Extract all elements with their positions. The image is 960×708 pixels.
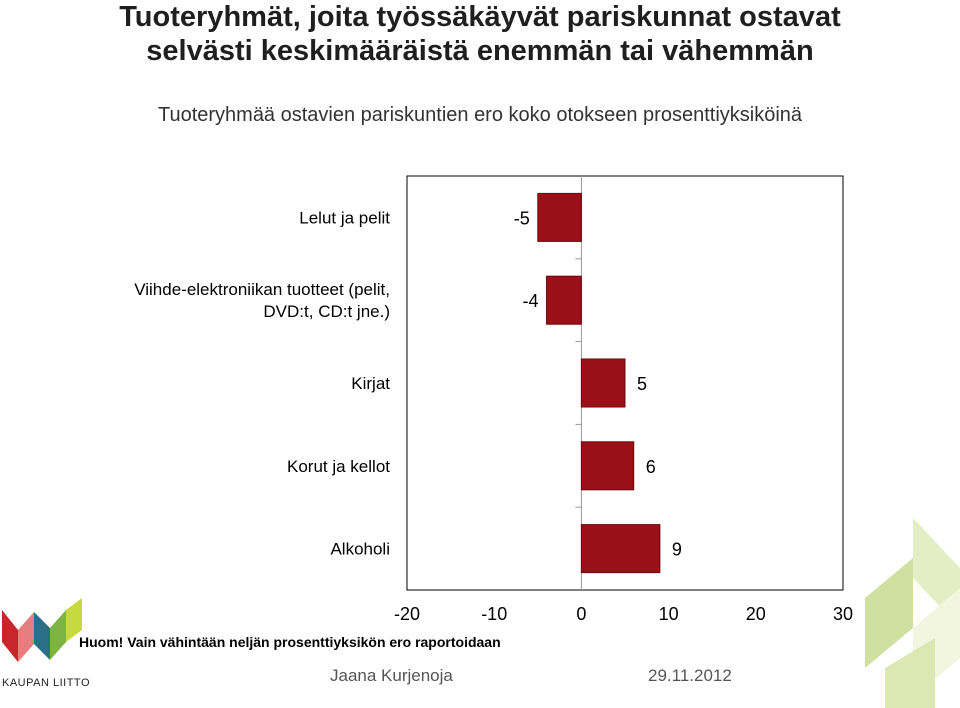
- chart-title: Tuoteryhmät, joita työssäkäyvät pariskun…: [119, 1, 841, 67]
- logo-text: KAUPAN LIITTO: [2, 677, 91, 689]
- x-tick-label: 20: [746, 604, 766, 624]
- footnote: Huom! Vain vähintään neljän prosenttiyks…: [79, 634, 501, 650]
- data-label: 5: [637, 374, 647, 394]
- kaupan-liitto-logo-icon: [2, 598, 82, 662]
- chart-subtitle: Tuoteryhmää ostavien pariskuntien ero ko…: [157, 104, 803, 126]
- bar: [580, 358, 626, 408]
- category-label: DVD:t, CD:t jne.): [263, 302, 390, 321]
- x-tick-label: 10: [659, 604, 679, 624]
- footer-author: Jaana Kurjenoja: [330, 666, 453, 685]
- category-label: Kirjat: [351, 374, 390, 393]
- bar: [546, 275, 582, 325]
- bar: [537, 192, 582, 242]
- bar: [580, 441, 635, 491]
- category-label: Alkoholi: [330, 540, 390, 559]
- data-label: -4: [523, 291, 539, 311]
- x-tick-label: 0: [576, 604, 586, 624]
- category-label: Lelut ja pelit: [299, 208, 390, 227]
- footer-date: 29.11.2012: [648, 666, 732, 685]
- data-label: 6: [646, 457, 656, 477]
- data-label: -5: [514, 208, 530, 228]
- decorative-shapes-icon: [865, 518, 960, 708]
- x-tick-label: -20: [394, 604, 420, 624]
- data-label: 9: [672, 540, 682, 560]
- x-tick-label: -10: [481, 604, 507, 624]
- bar: [580, 524, 661, 574]
- category-label: Korut ja kellot: [287, 457, 390, 476]
- plot-frame: [406, 175, 844, 591]
- category-label: Viihde-elektroniikan tuotteet (pelit,: [134, 280, 390, 299]
- x-tick-label: 30: [833, 604, 853, 624]
